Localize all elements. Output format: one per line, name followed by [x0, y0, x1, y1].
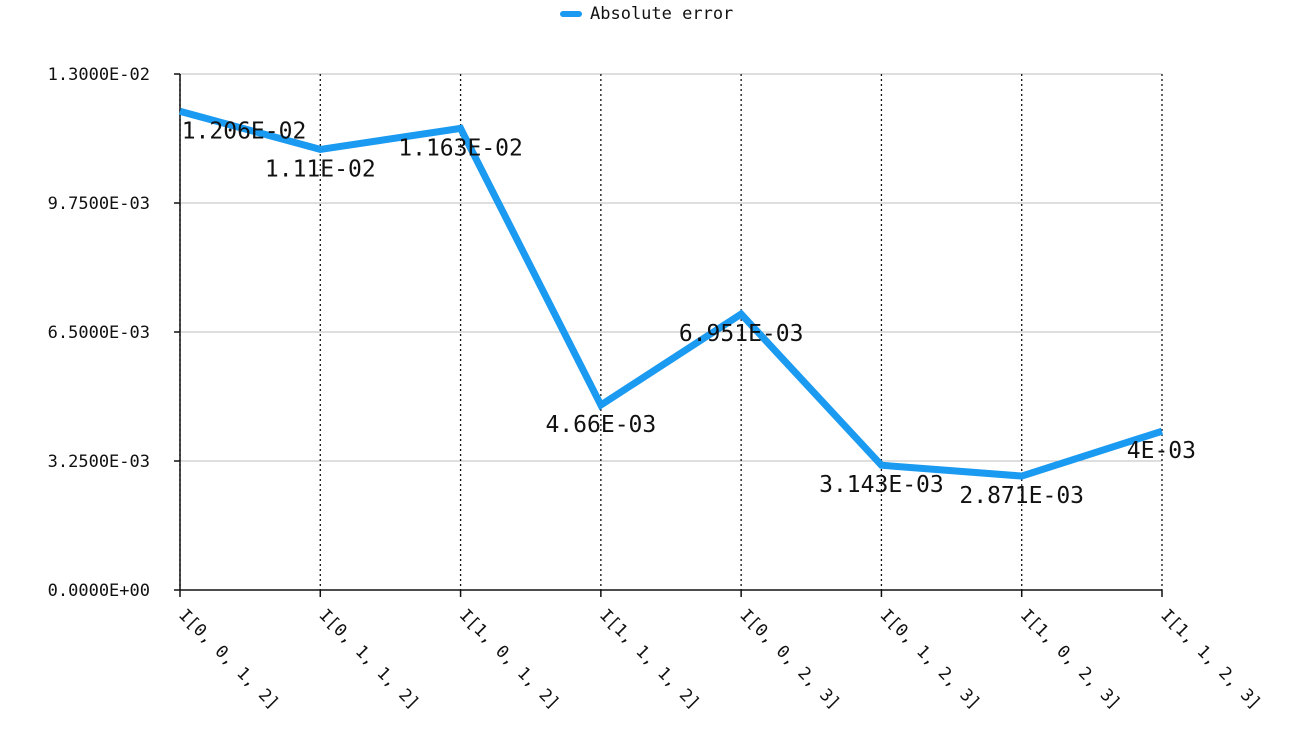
x-tick-label: I[0, 1, 2, 3]	[876, 605, 984, 713]
data-label: 2.871E-03	[959, 483, 1084, 509]
x-tick-label: I[1, 1, 1, 2]	[595, 605, 703, 713]
y-tick-label: 6.5000E-03	[48, 323, 150, 343]
x-tick-label: I[0, 1, 1, 2]	[315, 605, 423, 713]
legend-swatch	[560, 11, 582, 17]
legend-label: Absolute error	[590, 4, 734, 24]
y-tick-label: 0.0000E+00	[48, 581, 150, 601]
data-label: 1.163E-02	[398, 135, 523, 161]
data-label: 4.66E-03	[545, 412, 656, 438]
y-tick-label: 9.7500E-03	[48, 194, 150, 214]
y-tick-label: 3.2500E-03	[48, 452, 150, 472]
x-tick-label: I[0, 0, 1, 2]	[174, 605, 282, 713]
x-tick-label: I[1, 0, 2, 3]	[1016, 605, 1124, 713]
data-label: 1.206E-02	[182, 118, 307, 144]
y-tick-label: 1.3000E-02	[48, 65, 150, 85]
data-label: 1.11E-02	[265, 156, 376, 182]
data-label: 4E-03	[1127, 438, 1196, 464]
data-label: 3.143E-03	[819, 472, 944, 498]
x-tick-label: I[1, 1, 2, 3]	[1156, 605, 1264, 713]
x-tick-label: I[1, 0, 1, 2]	[455, 605, 563, 713]
data-label: 6.951E-03	[679, 321, 804, 347]
series-line	[179, 107, 1164, 480]
x-tick-label: I[0, 0, 2, 3]	[736, 605, 844, 713]
chart-legend: Absolute error	[560, 2, 733, 26]
